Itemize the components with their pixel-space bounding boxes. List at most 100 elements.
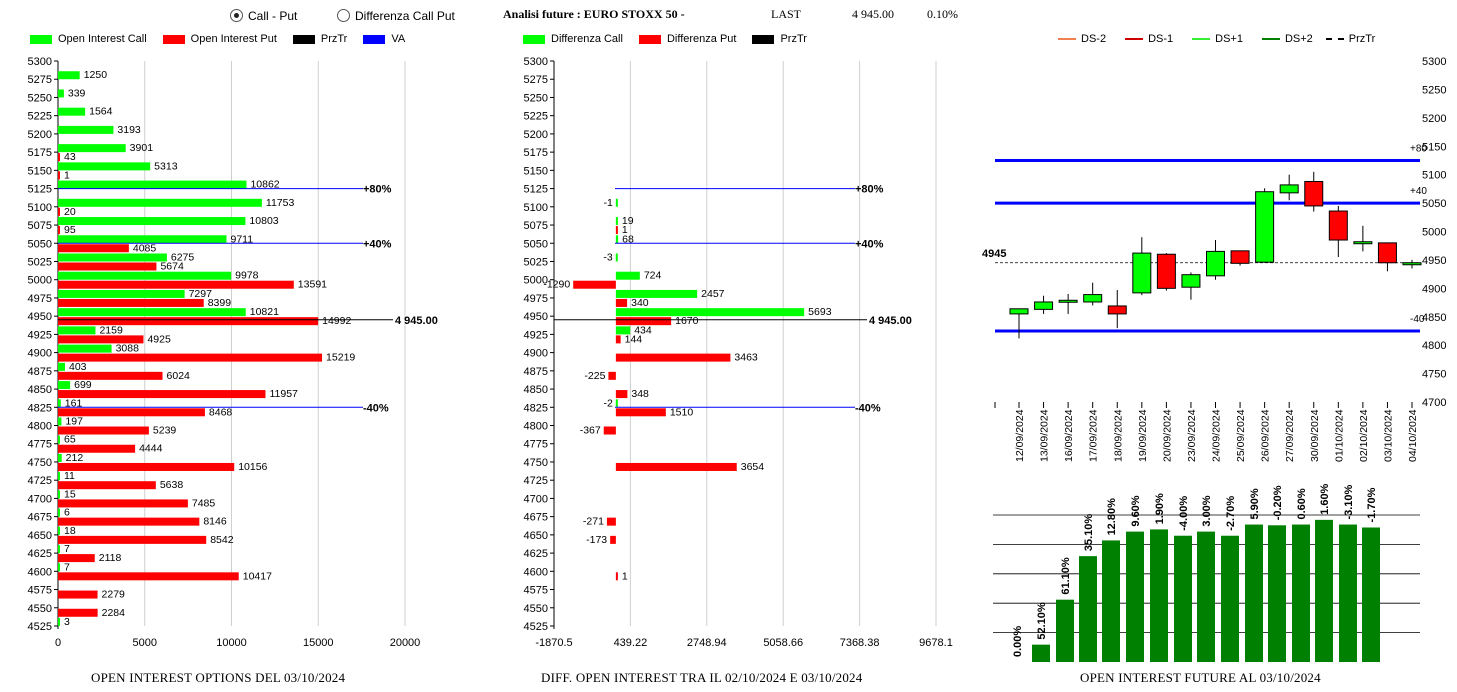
legend-item-label: Differenza Put [666,33,737,45]
put-bar [58,244,129,253]
strike-label: 5025 [524,256,548,268]
put-bar [615,353,731,362]
last-change: 0.10% [927,7,958,21]
call-value-label: 3193 [117,124,141,136]
level-label: -40 [1410,314,1425,325]
strike-label: 4950 [524,311,548,323]
call-bar [58,253,167,262]
candle-body [1353,241,1373,245]
strike-label: 4750 [28,457,52,469]
radio-differenza[interactable]: Differenza Call Put [337,9,455,23]
x-tick-label: 20000 [390,637,421,649]
middle-chart-footer: DIFF. OPEN INTEREST TRA IL 02/10/2024 E … [541,670,863,685]
strike-label: 5100 [28,202,52,214]
strike-label: 4575 [524,585,548,597]
put-value-label: 1670 [675,315,699,327]
call-value-label: 6 [64,507,70,519]
candle-body [1034,301,1054,310]
call-bar [58,107,86,116]
strike-label: 5200 [28,129,52,141]
strike-label: 4525 [28,621,52,633]
put-value-label: 348 [631,388,649,400]
radio-call-put[interactable]: Call - Put [230,9,297,23]
strike-label: 5175 [28,147,52,159]
va-label: +80% [855,184,884,196]
radio-call-put-label: Call - Put [248,9,298,23]
put-value-label: -1290 [543,279,570,291]
strike-label: 4700 [524,493,548,505]
price-label: 4 945.00 [869,315,912,327]
date-label: 20/09/2024 [1161,409,1173,462]
call-bar [58,508,60,517]
bar-value-label: 52.10% [1036,602,1048,640]
strike-label: 5150 [28,165,52,177]
future-oi-bar [1362,527,1380,662]
legend-item-label: PrzTr [1348,33,1376,45]
strike-label: 4925 [524,329,548,341]
va-label: +40% [363,238,392,250]
legend-line-ds-plus2 [1261,38,1280,40]
level-label: +80 [1410,143,1427,154]
y-tick-label: 5000 [1422,227,1446,239]
call-value-label: 6275 [171,251,195,263]
y-tick-label: 5300 [1422,56,1446,68]
call-bar [58,490,60,499]
call-bar [58,453,62,462]
call-bar [615,399,618,408]
put-value-label: 1 [622,570,628,582]
radio-unselected-icon[interactable] [337,9,350,22]
bar-value-label: 35.10% [1083,514,1095,552]
call-value-label: 65 [64,434,76,446]
call-bar [58,399,61,408]
call-value-label: 11753 [266,197,295,209]
call-value-label: 3088 [116,343,140,355]
put-value-label: 1 [622,224,628,236]
y-tick-label: 5050 [1422,198,1446,210]
call-bar [58,472,60,481]
put-bar [573,280,616,289]
call-value-label: 18 [64,525,76,537]
put-value-label: 1 [64,169,70,181]
legend-item-label: PrzTr [320,33,348,45]
candle-body [1255,191,1275,263]
put-value-label: 15219 [326,352,355,364]
put-value-label: 4925 [147,333,171,345]
future-oi-bar [1245,524,1263,662]
va-label: -40% [855,402,881,414]
strike-label: 5025 [28,256,52,268]
date-label: 02/10/2024 [1358,409,1370,462]
bar-value-label: 12.80% [1106,498,1118,536]
va-label: +40% [855,238,884,250]
call-value-label: 197 [65,416,83,428]
x-tick-label: 0 [55,637,61,649]
call-bar [58,217,246,226]
radio-selected-icon[interactable] [230,9,243,22]
legend-item-label: Differenza Call [551,33,623,45]
strike-label: 4550 [524,603,548,615]
future-oi-bar [1150,529,1168,662]
y-tick-label: 4850 [1422,312,1446,324]
call-value-label: 9978 [235,270,259,282]
y-tick-label: 4800 [1422,340,1446,352]
put-value-label: 11957 [269,388,298,400]
call-bar [58,198,262,207]
put-bar [615,572,618,581]
candle-body [1206,250,1225,277]
strike-label: 4825 [28,402,52,414]
call-bar [615,235,619,244]
put-value-label: 10417 [243,570,272,582]
legend-item-label: Open Interest Call [58,33,147,45]
legend-swatch-call [30,34,52,44]
x-tick-label: 10000 [216,637,247,649]
call-value-label: 1250 [84,69,108,81]
put-bar [58,280,294,289]
call-value-label: 3 [64,616,70,628]
put-bar [615,462,737,471]
put-bar [610,535,616,544]
y-tick-label: 4950 [1422,255,1446,267]
put-value-label: 8146 [203,516,227,528]
future-oi-bar [1079,556,1097,662]
strike-label: 5000 [28,275,52,287]
open-interest-options-chart: 0 5000 10000 15000 2000053005275525052255200… [28,56,438,649]
candle-body [1132,252,1152,294]
